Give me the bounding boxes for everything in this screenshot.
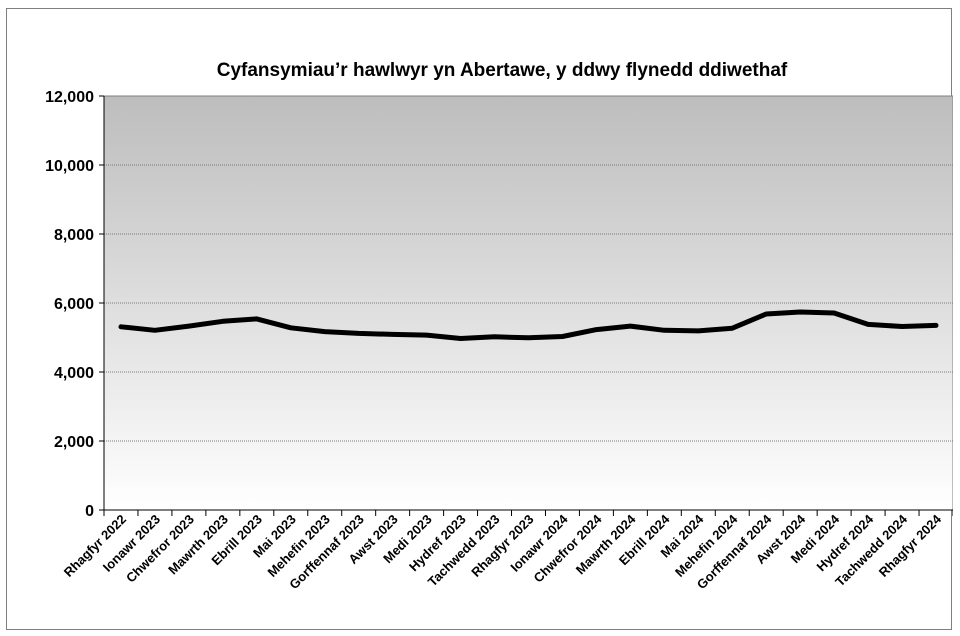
y-tick-label: 0 (85, 503, 94, 520)
data-point (425, 333, 429, 337)
y-tick-label: 4,000 (54, 365, 94, 382)
data-point (934, 323, 938, 327)
data-point (153, 328, 157, 332)
y-tick-label: 10,000 (45, 158, 94, 175)
data-point (594, 328, 598, 332)
y-tick-label: 2,000 (54, 434, 94, 451)
gridlines (104, 164, 953, 442)
data-point (798, 310, 802, 314)
y-tick-label: 12,000 (45, 89, 94, 106)
series-group (118, 309, 939, 341)
data-point (730, 326, 734, 330)
chart-title: Cyfansymiau’r hawlwyr yn Abertawe, y ddw… (217, 60, 788, 81)
data-point (764, 312, 768, 316)
line-chart: Cyfansymiau’r hawlwyr yn Abertawe, y ddw… (45, 60, 954, 592)
data-point (357, 331, 361, 335)
data-point (832, 311, 836, 315)
data-point (866, 322, 870, 326)
chart-frame: Cyfansymiau’r hawlwyr yn Abertawe, y ddw… (6, 8, 954, 630)
data-point (187, 324, 191, 328)
data-point (561, 335, 564, 338)
data-point (119, 325, 123, 329)
data-point (900, 325, 904, 328)
data-point (527, 336, 530, 340)
data-point (696, 329, 700, 333)
data-point (289, 326, 293, 330)
y-axis: 0 2,000 4,000 6,000 8,000 10,000 12,000 (45, 89, 105, 520)
data-point (493, 335, 496, 339)
data-point (255, 317, 259, 321)
data-point (221, 319, 225, 323)
data-point (391, 332, 395, 336)
y-tick-label: 6,000 (54, 296, 94, 313)
data-point (628, 324, 632, 328)
data-point (662, 328, 666, 332)
data-point (459, 337, 463, 340)
y-tick-label: 8,000 (54, 227, 94, 244)
data-point (323, 330, 327, 334)
